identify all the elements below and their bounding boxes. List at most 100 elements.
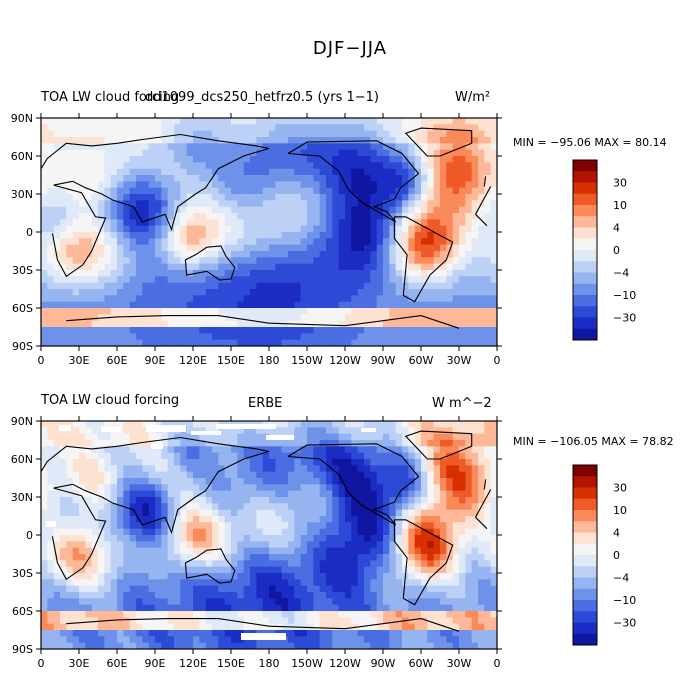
colorbar-tick-label: −30: [613, 312, 636, 325]
lat-tick-label: 30N: [11, 491, 33, 504]
colorbar-swatch: [573, 555, 597, 567]
lon-tick-label: 0: [494, 354, 501, 367]
colorbar-swatch: [573, 476, 597, 488]
field-cells: [41, 118, 498, 347]
lon-tick-label: 180: [259, 657, 280, 670]
panel-units: W/m²: [455, 90, 491, 105]
lat-tick-label: 60S: [12, 302, 33, 315]
lon-tick-label: 60W: [409, 354, 434, 367]
colorbar-swatch: [573, 487, 597, 500]
coastline-4: [184, 245, 236, 281]
lat-tick-label: 0: [26, 226, 33, 239]
lat-tick-label: 60N: [11, 150, 33, 163]
lat-tick-label: 30S: [12, 567, 33, 580]
colorbar-swatch: [573, 160, 597, 172]
colorbar-swatch: [573, 261, 597, 273]
colorbar-swatch: [573, 216, 597, 228]
lat-tick-label: 90S: [12, 340, 33, 353]
lon-tick-label: 90W: [371, 657, 396, 670]
colorbar-swatch: [573, 317, 597, 330]
lon-tick-label: 90W: [371, 354, 396, 367]
colorbar-swatch: [573, 611, 597, 623]
lon-tick-label: 120E: [179, 354, 207, 367]
colorbar-swatch: [573, 171, 597, 183]
lon-tick-label: 30W: [447, 657, 472, 670]
colorbar-tick-label: 10: [613, 504, 627, 517]
map-field: 90N 60N 30N 0 30S 60S 90S 0 30E 60E 90E 120E 150E 180…: [11, 415, 502, 670]
coastline-1: [393, 519, 454, 606]
colorbar-tick-label: −4: [613, 267, 629, 280]
colorbar-swatch: [573, 205, 597, 217]
colorbar-swatch: [573, 182, 597, 195]
coastline-0: [475, 213, 488, 227]
map-observed-svg: 90N 60N 30N 0 30S 60S 90S 0 30E 60E 90E 120E 150E 180…: [11, 415, 502, 670]
map-field: 90N 60N 30N 0 30S 60S 90S 0 30E 60E 90E 120E 150E 180…: [11, 112, 502, 367]
coastline-4: [184, 548, 236, 584]
coastline-2: [287, 443, 420, 526]
lat-tick-label: 60S: [12, 605, 33, 618]
lon-tick-label: 150W: [291, 354, 323, 367]
missing-data-patches: [46, 424, 376, 640]
colorbar-tick-label: −10: [613, 594, 636, 607]
lon-tick-label: 30E: [69, 657, 90, 670]
colorbar-swatch: [573, 521, 597, 533]
colorbar-tick-label: 30: [613, 482, 627, 495]
lat-tick-label: 30N: [11, 188, 33, 201]
lat-tick-label: 0: [26, 529, 33, 542]
coastline-3: [483, 176, 487, 187]
panel-left-title: TOA LW cloud forcing: [41, 90, 180, 105]
colorbar-swatch: [573, 306, 597, 318]
coastline-2: [287, 140, 420, 223]
lon-tick-label: 150E: [217, 354, 245, 367]
colorbar-tick-label: 4: [613, 527, 620, 540]
colorbar-swatch: [573, 532, 597, 545]
colorbar-swatch: [573, 295, 597, 307]
coastline-0: [475, 516, 488, 530]
colorbar-swatch: [573, 238, 597, 251]
colorbar-swatch: [573, 328, 597, 341]
colorbar-swatch: [573, 250, 597, 262]
coastline-5: [404, 127, 473, 157]
map-axes: 90N 60N 30N 0 30S 60S 90S 0 30E 60E 90E 120E 150E 180…: [11, 415, 502, 670]
panel-min-max: MIN = −106.05 MAX = 78.82: [513, 435, 674, 448]
lon-tick-label: 180: [259, 354, 280, 367]
colorbar-tick-label: −4: [613, 572, 629, 585]
colorbar-swatch: [573, 272, 597, 285]
coastline-6: [66, 618, 270, 627]
lat-tick-label: 90N: [11, 112, 33, 125]
colorbar-swatch: [573, 510, 597, 522]
lon-tick-label: 60E: [107, 354, 128, 367]
lon-tick-label: 30E: [69, 354, 90, 367]
colorbar-frame: [572, 464, 598, 646]
colorbar-swatch: [573, 600, 597, 612]
figure-title: DJF−JJA: [312, 38, 388, 59]
coastline-5: [404, 430, 473, 460]
panel-left-title: TOA LW cloud forcing: [41, 393, 180, 408]
colorbar-model: 30 10 4 0 −4 −10 −30: [572, 159, 636, 341]
lon-tick-label: 90E: [145, 354, 166, 367]
colorbar-tick-label: 4: [613, 222, 620, 235]
colorbar-swatch: [573, 227, 597, 240]
colorbar-tick-label: −30: [613, 617, 636, 630]
colorbar-swatch: [573, 193, 597, 206]
lat-tick-label: 60N: [11, 453, 33, 466]
panel-units: W m^−2: [432, 396, 492, 411]
map-axes: 90N 60N 30N 0 30S 60S 90S 0 30E 60E 90E 120E 150E 180…: [11, 112, 502, 367]
coastline-1: [393, 216, 454, 303]
colorbar-observed: 30 10 4 0 −4 −10 −30: [572, 464, 636, 646]
coastline-0: [51, 487, 107, 581]
colorbar-swatch: [573, 498, 597, 511]
lon-tick-label: 60W: [409, 657, 434, 670]
colorbar-swatch: [573, 566, 597, 578]
lon-tick-label: 120W: [329, 354, 361, 367]
colorbar-swatch: [573, 577, 597, 590]
coastline-6: [268, 315, 460, 329]
panel-center-title: dd1099_dcs250_hetfrz0.5 (yrs 1−1): [145, 90, 379, 105]
colorbar-tick-label: 0: [613, 549, 620, 562]
map-model-svg: 90N 60N 30N 0 30S 60S 90S 0 30E 60E 90E 120E 150E 180…: [11, 112, 502, 367]
lat-tick-label: 90N: [11, 415, 33, 428]
colorbar-swatch: [573, 465, 597, 477]
lon-tick-label: 150W: [291, 657, 323, 670]
lon-tick-label: 120E: [179, 657, 207, 670]
colorbar-swatch: [573, 283, 597, 296]
